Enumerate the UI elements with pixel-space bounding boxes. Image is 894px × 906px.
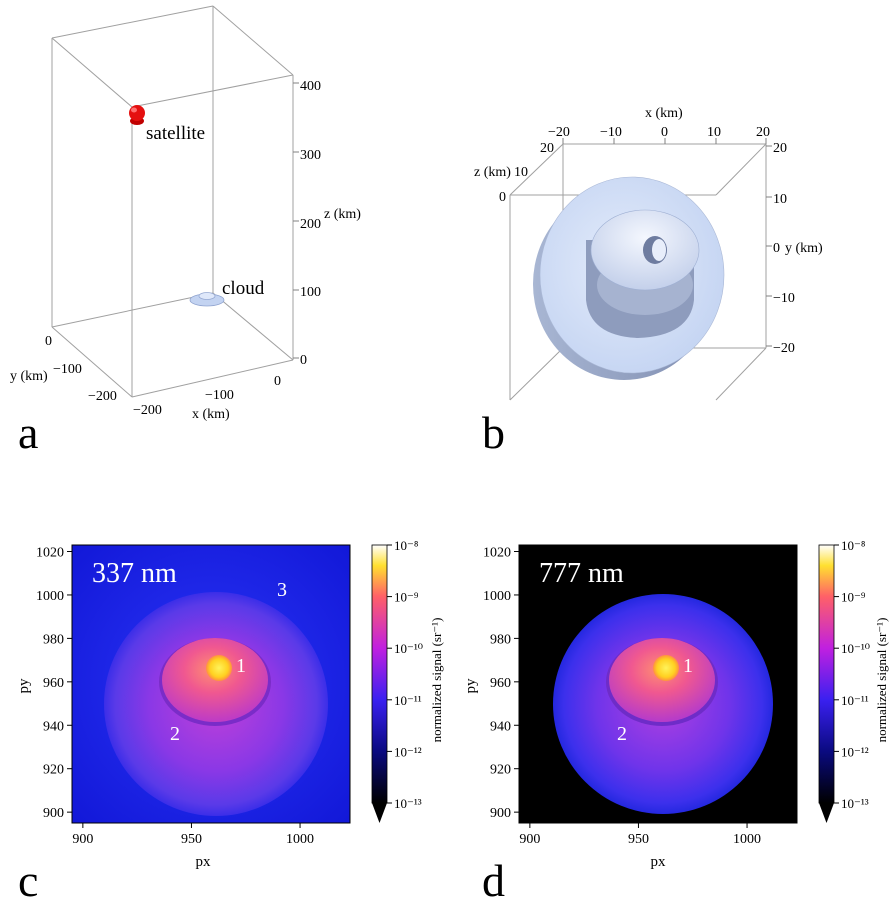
d-ytick-label-920: 920 (490, 763, 511, 778)
heatmap-d: 900 950 1000 900 920 940 960 980 1000 1020 777 nm… (463, 538, 889, 870)
b-y-tick-0: 0 (773, 241, 780, 256)
c-ytick-label-900: 900 (43, 806, 64, 821)
z-tick-400: 400 (300, 79, 321, 94)
b-y-axis-label: y (km) (785, 241, 823, 256)
c-cbar-label-1: 10⁻⁹ (394, 590, 419, 605)
b-y-tick-neg10: −10 (773, 291, 795, 306)
d-colorbar-label: normalized signal (sr⁻¹) (874, 618, 889, 743)
z-tick-100: 100 (300, 285, 321, 300)
c-cbar-label-2: 10⁻¹⁰ (394, 641, 423, 656)
b-y-tick-10: 10 (773, 192, 787, 207)
b-x-tick-neg20: −20 (548, 125, 570, 140)
c-region-label-2: 2 (170, 723, 180, 745)
panel-letter-a: a (18, 407, 39, 458)
d-cbar-label-3: 10⁻¹¹ (841, 693, 869, 708)
d-xtick-label-1000: 1000 (733, 832, 761, 847)
x-tick-neg200: −200 (133, 403, 162, 418)
panel-letter-d: d (482, 855, 505, 906)
c-ytick-label-980: 980 (43, 632, 64, 647)
panel-letter-c: c (18, 855, 39, 906)
x-tick-0: 0 (274, 374, 281, 389)
c-ytick-label-1020: 1020 (36, 546, 64, 561)
d-ylabel: py (463, 678, 479, 694)
panel-letter-b: b (482, 407, 505, 458)
c-annotation: 337 nm (92, 558, 177, 589)
cloud-label: cloud (222, 278, 265, 299)
d-cbar-label-4: 10⁻¹² (841, 744, 869, 759)
d-cbar-label-2: 10⁻¹⁰ (841, 641, 870, 656)
d-ytick-label-980: 980 (490, 632, 511, 647)
d-xlabel: px (651, 854, 667, 870)
panel-b-figure: x (km) −20 −10 0 10 20 20 10 0 y (km) −1… (474, 106, 823, 401)
d-cbar-label-0: 10⁻⁸ (841, 538, 866, 553)
b-z-tick-0: 0 (499, 190, 506, 205)
c-cbar-label-3: 10⁻¹¹ (394, 693, 422, 708)
b-x-tick-10: 10 (707, 125, 721, 140)
c-xtick-label-1000: 1000 (286, 832, 314, 847)
colorbar-c (371, 544, 388, 823)
d-cbar-label-5: 10⁻¹³ (841, 796, 869, 811)
c-ytick-label-940: 940 (43, 719, 64, 734)
d-xtick-label-900: 900 (519, 832, 540, 847)
z-tick-200: 200 (300, 217, 321, 232)
d-ytick-label-1020: 1020 (483, 546, 511, 561)
d-annotation: 777 nm (539, 558, 624, 589)
b-y-tick-neg20: −20 (773, 341, 795, 356)
heatmap-c: 900 950 1000 900 920 940 960 980 1000 1020 337 nm… (16, 538, 444, 870)
c-xlabel: px (196, 854, 212, 870)
b-x-axis-label: x (km) (645, 106, 683, 121)
c-xtick-label-900: 900 (72, 832, 93, 847)
c-ylabel: py (16, 678, 32, 694)
c-ytick-label-960: 960 (43, 676, 64, 691)
y-tick-neg200: −200 (88, 389, 117, 404)
satellite-marker (129, 105, 145, 125)
y-tick-0: 0 (45, 334, 52, 349)
satellite-label: satellite (146, 123, 205, 144)
c-colorbar-label: normalized signal (sr⁻¹) (429, 618, 444, 743)
x-tick-neg100: −100 (205, 388, 234, 403)
b-x-tick-20: 20 (756, 125, 770, 140)
c-region-label-1: 1 (236, 655, 246, 677)
heatmap-c-ticks: 900 950 1000 900 920 940 960 980 1000 1020 (36, 546, 314, 847)
b-x-tick-neg10: −10 (600, 125, 622, 140)
d-ytick-label-1000: 1000 (483, 589, 511, 604)
d-ytick-label-960: 960 (490, 676, 511, 691)
c-cbar-label-5: 10⁻¹³ (394, 796, 422, 811)
d-xtick-label-950: 950 (628, 832, 649, 847)
heatmap-d-ticks: 900 950 1000 900 920 940 960 980 1000 1020 (483, 546, 761, 847)
z-tick-300: 300 (300, 148, 321, 163)
d-ytick-label-940: 940 (490, 719, 511, 734)
d-region-label-1: 1 (683, 655, 693, 677)
c-xtick-label-950: 950 (181, 832, 202, 847)
b-x-tick-0: 0 (661, 125, 668, 140)
b-y-tick-20: 20 (773, 141, 787, 156)
y-axis-label: y (km) (10, 369, 48, 384)
cloud-marker (189, 292, 225, 307)
b-z-axis-label: z (km) (474, 165, 511, 180)
x-axis-label: x (km) (192, 407, 230, 422)
c-ytick-label-1000: 1000 (36, 589, 64, 604)
c-cbar-label-4: 10⁻¹² (394, 744, 422, 759)
y-tick-neg100: −100 (53, 362, 82, 377)
d-ytick-label-900: 900 (490, 806, 511, 821)
d-region-label-2: 2 (617, 723, 627, 745)
c-region-label-3: 3 (277, 579, 287, 601)
cloud-3d-model (533, 176, 725, 380)
d-cbar-label-1: 10⁻⁹ (841, 590, 866, 605)
colorbar-d (818, 544, 835, 823)
c-ytick-label-920: 920 (43, 763, 64, 778)
b-z-tick-20: 20 (540, 141, 554, 156)
z-axis-label: z (km) (324, 207, 361, 222)
b-z-tick-10: 10 (514, 165, 528, 180)
panel-a-figure: 400 300 200 100 0 z (km) satellite cloud… (10, 5, 361, 422)
c-cbar-label-0: 10⁻⁸ (394, 538, 419, 553)
z-tick-0: 0 (300, 353, 307, 368)
